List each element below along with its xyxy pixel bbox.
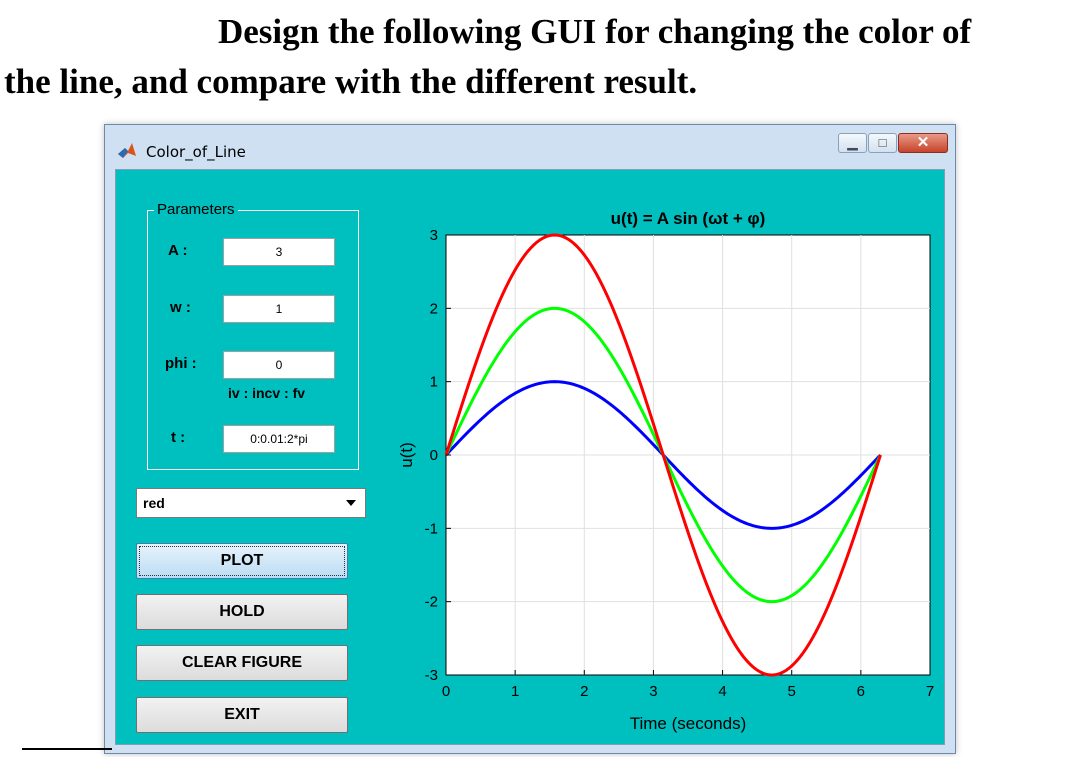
plot-area: 0 1 2 3 4 5 6 7 -3 -2 -1 0 1 2 3 u(t) = A sin (ωt + φ)… — [397, 209, 935, 733]
y-tick-label: 1 — [430, 374, 438, 391]
matlab-icon — [118, 143, 136, 158]
heading-line-1: Design the following GUI for changing th… — [218, 12, 972, 51]
x-tick-label: 1 — [511, 683, 519, 700]
w-label: w : — [170, 299, 191, 316]
y-axis-label: u(t) — [397, 442, 416, 468]
y-tick-label: 0 — [430, 447, 438, 464]
app-window: Color_of_Line ▁ □ ✕ Parameters A : 3 w :… — [104, 124, 956, 754]
t-format-hint: iv : incv : fv — [228, 385, 306, 401]
x-tick-label: 2 — [580, 683, 588, 700]
t-input[interactable]: 0:0.01:2*pi — [223, 425, 335, 453]
minimize-button[interactable]: ▁ — [838, 133, 867, 153]
t-label: t : — [171, 429, 186, 446]
y-tick-label: -2 — [425, 594, 438, 611]
phi-label: phi : — [165, 355, 197, 372]
panel-title: Parameters — [154, 201, 238, 219]
phi-input[interactable]: 0 — [223, 351, 335, 379]
a-input[interactable]: 3 — [223, 238, 335, 266]
clear-figure-button[interactable]: CLEAR FIGURE — [136, 645, 348, 681]
x-tick-label: 6 — [857, 683, 865, 700]
maximize-button[interactable]: □ — [868, 133, 897, 153]
exit-button[interactable]: EXIT — [136, 697, 348, 733]
x-tick-label: 7 — [926, 683, 934, 700]
plot-button[interactable]: PLOT — [136, 543, 348, 579]
x-axis-label: Time (seconds) — [630, 714, 747, 733]
window-title: Color_of_Line — [146, 143, 246, 161]
chevron-down-icon — [346, 500, 356, 506]
close-icon: ✕ — [916, 134, 930, 151]
color-dropdown[interactable]: red — [136, 488, 366, 518]
series-line-2 — [444, 233, 882, 677]
x-tick-label: 3 — [649, 683, 657, 700]
series-group — [444, 233, 882, 677]
x-tick-label: 4 — [718, 683, 726, 700]
y-tick-label: -3 — [425, 667, 438, 684]
minimize-icon: ▁ — [847, 135, 858, 150]
y-tick-label: 2 — [430, 300, 438, 317]
parameters-panel: Parameters A : 3 w : 1 phi : 0 iv : incv… — [147, 201, 359, 470]
x-tick-label: 5 — [788, 683, 796, 700]
x-tick-label: 0 — [442, 683, 450, 700]
tick-group: 0 1 2 3 4 5 6 7 -3 -2 -1 0 1 2 3 — [425, 227, 935, 700]
y-tick-label: -1 — [425, 520, 438, 537]
y-tick-label: 3 — [430, 227, 438, 244]
a-label: A : — [168, 242, 188, 259]
chart-title: u(t) = A sin (ωt + φ) — [611, 209, 766, 228]
maximize-icon: □ — [878, 135, 887, 150]
page-rule — [22, 748, 112, 750]
color-dropdown-value: red — [143, 495, 165, 511]
heading-line-2: the line, and compare with the different… — [4, 62, 698, 101]
w-input[interactable]: 1 — [223, 295, 335, 323]
figure-area: Parameters A : 3 w : 1 phi : 0 iv : incv… — [115, 169, 945, 745]
close-button[interactable]: ✕ — [898, 133, 948, 153]
title-bar[interactable]: Color_of_Line ▁ □ ✕ — [105, 125, 955, 169]
hold-button[interactable]: HOLD — [136, 594, 348, 630]
